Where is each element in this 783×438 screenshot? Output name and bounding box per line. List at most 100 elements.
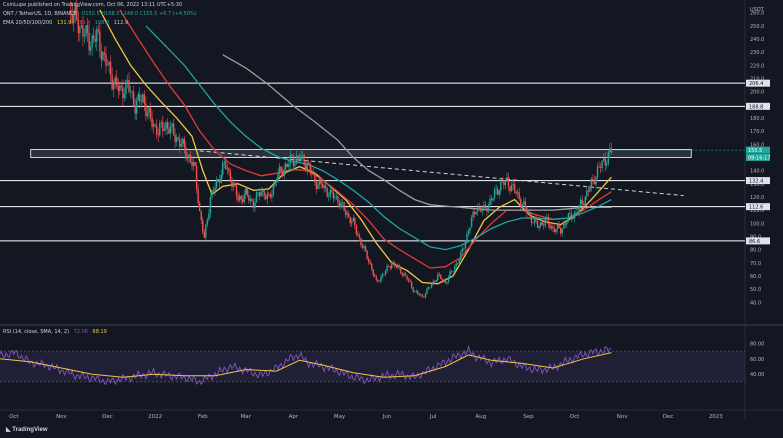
candle-body [432,281,434,285]
candle-body [381,274,384,277]
candle-body [380,276,382,282]
candle-body [91,35,93,47]
candle-body [581,199,583,204]
candle-body [99,31,101,51]
candle-body [579,199,582,206]
candle-body [77,20,80,34]
candle-body [547,217,550,225]
candle-body [346,213,348,215]
candle-body [527,212,530,214]
candle-body [503,182,505,185]
candle-body [103,52,106,55]
x-tick-label: Dec [663,414,674,420]
candle-body [332,191,335,199]
candle-body [331,190,333,192]
candle-body [171,123,173,127]
candle-body [355,225,358,235]
candle-body [180,144,182,147]
candle-body [242,199,244,202]
candle-body [142,94,144,102]
candle-body [211,189,213,197]
candle-body [435,280,437,283]
candle-body [452,271,454,272]
candle-body [358,235,361,239]
candle-body [587,190,590,192]
candle-body [137,94,139,101]
candle-body [120,85,123,88]
candle-body [166,122,169,129]
x-tick-label: Sep [523,414,534,420]
level-label: 132.4 [749,179,763,185]
candle-body [563,223,565,229]
candle-body [291,155,293,157]
candle-body [455,263,457,267]
candle-body [226,168,229,170]
candle-body [546,217,548,219]
candle-body [389,266,391,269]
candle-body [457,263,459,265]
candle-body [71,13,73,24]
symbol-legend: QNT / TetherUS, 1D, BINANCE O150.5 H168.… [3,11,200,17]
ema200-value: 112.9 [113,20,129,26]
candle-body [304,165,307,170]
candle-body [281,171,284,177]
candle-body [604,158,606,166]
candle-body [214,187,216,191]
rsi-label[interactable]: RSI (14, close, SMA, 14, 2) [3,329,70,335]
candle-body [89,46,92,51]
candle-body [423,296,425,298]
candle-body [360,238,362,246]
price-tag [746,153,770,161]
candle-body [198,203,201,212]
candle-body [228,168,230,172]
candle-body [234,182,236,186]
x-tick-label: Jun [382,414,392,420]
rsi-band [0,351,745,382]
candle-body [76,5,78,21]
candle-body [343,202,345,211]
candle-body [192,162,195,166]
level-label: 206.4 [749,81,763,87]
candle-body [341,202,344,203]
symbol-name[interactable]: QNT / TetherUS, 1D, BINANCE [3,11,77,17]
price-tag-label: 09:16:17 [748,155,770,161]
candle-body [426,288,428,294]
candle-body [490,198,493,201]
candle-body [556,224,559,229]
candle-body [400,267,402,274]
candle-body [352,218,354,222]
x-tick-label: 2023 [709,414,723,420]
candle-body [606,163,608,166]
x-tick-label: Dec [102,414,113,420]
tradingview-logo[interactable]: ◣ TradingView [6,426,48,433]
candle-body [576,212,579,213]
level-tag [746,177,770,185]
brand-text: TradingView [12,427,48,433]
ema100-value: 108.0 [94,20,110,26]
candle-body [80,25,83,27]
rsi-value: 72.06 [73,329,88,335]
ema-label[interactable]: EMA 20/50/100/200 [3,20,53,26]
candle-body [97,29,100,32]
candle-body [602,158,605,161]
rsi-tick-label: 40.00 [750,372,764,378]
candle-body [200,211,202,221]
candle-body [238,196,241,201]
candle-body [599,167,602,168]
candle-body [111,75,113,90]
candle-body [86,25,89,33]
candle-body [197,189,199,204]
candle-body [418,293,421,296]
candle-body [404,273,407,276]
candle-body [438,274,441,275]
candle-body [278,166,281,174]
candle-body [225,161,227,170]
candle-body [590,178,593,188]
candle-body [300,155,302,160]
candle-body [512,184,514,186]
candle-body [487,204,490,212]
candle-body [168,128,170,134]
candle-body [584,196,586,206]
candle-body [162,122,164,131]
